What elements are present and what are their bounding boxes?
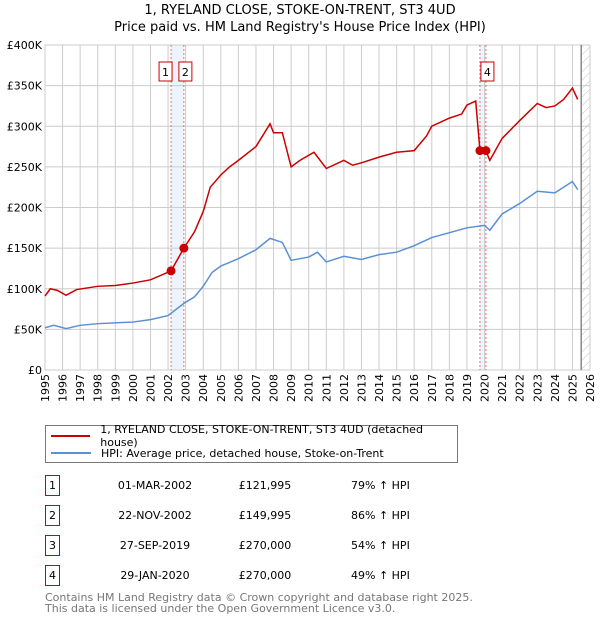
table-row: 2 22-NOV-2002 £149,995 86% ↑ HPI [45, 505, 465, 526]
price-chart: 1995 1996 1997 1998 1999 2000 2001 2002 2003 2004… [7, 39, 597, 402]
x-tick-label: 2015 [391, 374, 404, 402]
legend-swatch-red [51, 435, 91, 437]
x-tick-label: 1996 [57, 374, 70, 402]
x-tick-label: 2022 [514, 374, 527, 402]
x-tick-label: 2014 [373, 374, 386, 402]
sale-label-box [158, 61, 173, 82]
property-price-line [44, 86, 579, 297]
x-tick-label: 1998 [92, 374, 105, 402]
sale-number: 3 [45, 535, 60, 556]
table-row: 4 29-JAN-2020 £270,000 49% ↑ HPI [45, 565, 465, 586]
x-tick-label: 2016 [408, 374, 421, 402]
x-tick-label: 2003 [180, 374, 193, 402]
sale-price: £149,995 [238, 509, 292, 522]
y-tick-label: £300K [7, 120, 43, 133]
y-tick-label: £400K [7, 39, 43, 52]
x-tick-label: 2005 [215, 374, 228, 402]
legend-item-property: 1, RYELAND CLOSE, STOKE-ON-TRENT, ST3 4U… [51, 423, 457, 449]
y-tick-label: £200K [7, 202, 43, 215]
x-tick-label: 2017 [426, 374, 439, 402]
legend-label: HPI: Average price, detached house, Stok… [101, 446, 384, 460]
sale-price: £270,000 [238, 569, 292, 582]
x-tick-label: 2026 [584, 374, 597, 402]
sale-number: 2 [45, 505, 60, 526]
y-tick-label: £150K [7, 242, 43, 255]
sale-date: 01-MAR-2002 [117, 479, 193, 492]
footer-copyright: Contains HM Land Registry data © Crown c… [45, 591, 473, 604]
x-tick-label: 2025 [566, 374, 579, 402]
sale-hpi: 54% ↑ HPI [351, 539, 410, 552]
sale-number: 4 [45, 565, 60, 586]
x-tick-label: 2001 [144, 374, 157, 402]
legend: 1, RYELAND CLOSE, STOKE-ON-TRENT, ST3 4U… [45, 423, 458, 463]
chart-subtitle: Price paid vs. HM Land Registry's House … [114, 20, 486, 35]
sale-hpi: 49% ↑ HPI [351, 569, 410, 582]
legend-label: 1, RYELAND CLOSE, STOKE-ON-TRENT, ST3 4U… [100, 423, 423, 449]
x-tick-label: 2013 [355, 374, 368, 402]
sale-date: 29-JAN-2020 [120, 569, 190, 582]
footer-licence: This data is licensed under the Open Gov… [45, 602, 396, 615]
sale-date: 27-SEP-2019 [119, 539, 191, 552]
x-tick-label: 2008 [268, 374, 281, 402]
y-tick-label: £0 [28, 364, 42, 377]
x-tick-label: 2024 [549, 374, 562, 402]
x-tick-label: 2000 [127, 374, 140, 402]
legend-swatch-blue [51, 452, 91, 454]
x-tick-label: 2009 [285, 374, 298, 402]
x-tick-label: 2012 [338, 374, 351, 402]
table-row: 3 27-SEP-2019 £270,000 54% ↑ HPI [45, 535, 465, 556]
y-tick-label: £50K [14, 323, 43, 336]
hpi-line [44, 180, 579, 330]
x-tick-label: 2010 [303, 374, 316, 402]
sale-label-box [178, 61, 193, 82]
y-tick-label: £250K [7, 161, 43, 174]
x-tick-label: 2002 [162, 374, 175, 402]
x-tick-label: 2020 [479, 374, 492, 402]
sale-label: 2 [182, 66, 189, 79]
sale-point [179, 243, 189, 253]
table-row: 1 01-MAR-2002 £121,995 79% ↑ HPI [45, 475, 465, 496]
x-tick-label: 2019 [461, 374, 474, 402]
y-tick-label: £100K [7, 283, 43, 296]
x-tick-label: 2023 [531, 374, 544, 402]
sale-label-box [480, 61, 495, 82]
sale-label: 4 [484, 66, 491, 79]
x-tick-label: 2007 [250, 374, 263, 402]
sale-point [481, 146, 491, 156]
sale-date: 22-NOV-2002 [118, 509, 192, 522]
legend-item-hpi: HPI: Average price, detached house, Stok… [51, 445, 384, 461]
sale-number: 1 [45, 475, 60, 496]
x-tick-label: 2021 [496, 374, 509, 402]
sale-price: £270,000 [238, 539, 292, 552]
sale-label: 1 [162, 66, 169, 79]
sale-price: £121,995 [238, 479, 292, 492]
x-tick-label: 1999 [109, 374, 122, 402]
chart-title: 1, RYELAND CLOSE, STOKE-ON-TRENT, ST3 4U… [144, 3, 456, 18]
x-tick-label: 2018 [443, 374, 456, 402]
x-tick-label: 2004 [197, 374, 210, 402]
sale-point [166, 266, 176, 276]
sale-hpi: 79% ↑ HPI [351, 479, 410, 492]
sale-hpi: 86% ↑ HPI [351, 509, 410, 522]
x-tick-label: 1997 [74, 374, 87, 402]
x-tick-label: 1995 [39, 374, 52, 402]
x-tick-label: 2006 [232, 374, 245, 402]
x-tick-label: 2011 [320, 374, 333, 402]
y-tick-label: £350K [7, 80, 43, 93]
